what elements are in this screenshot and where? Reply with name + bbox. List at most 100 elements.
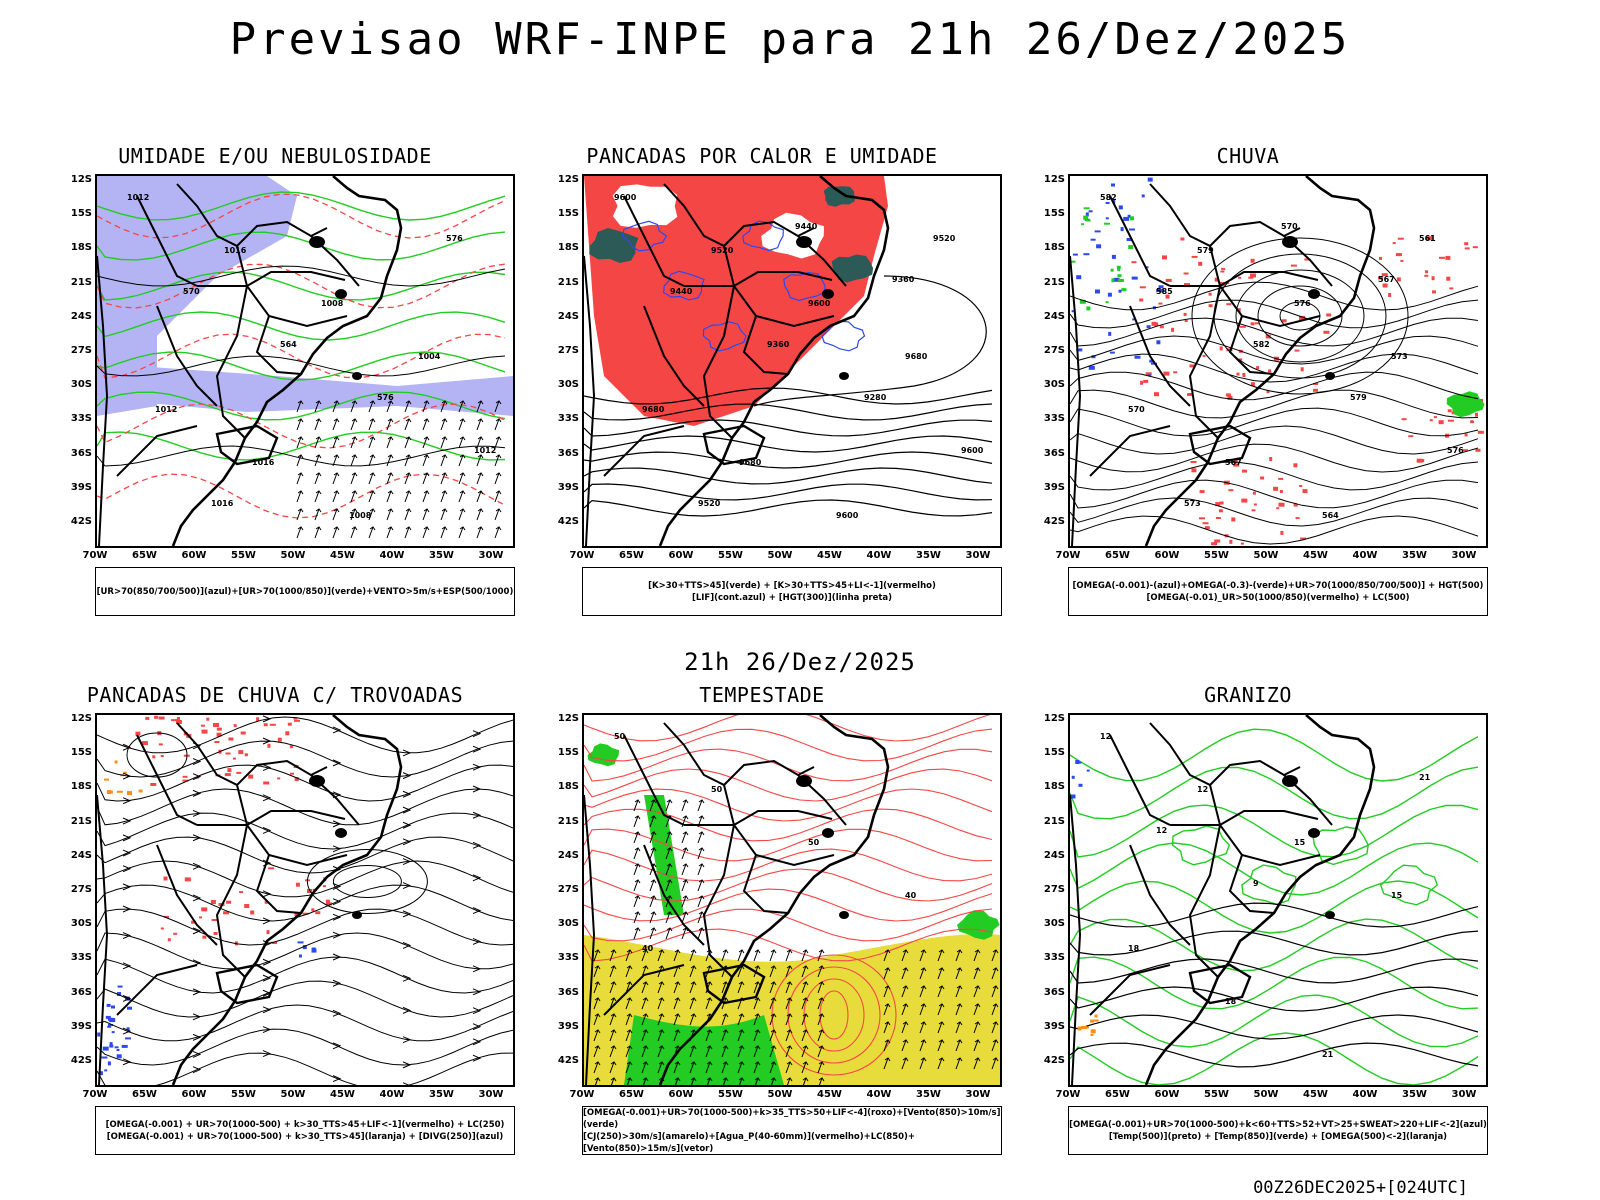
precip-speck bbox=[1158, 302, 1163, 305]
precip-speck bbox=[1104, 222, 1110, 225]
wind-vector bbox=[681, 911, 689, 924]
precip-speck bbox=[1313, 388, 1318, 392]
panel-title: UMIDADE E/OU NEBULOSIDADE bbox=[118, 144, 432, 168]
precip-speck bbox=[101, 1056, 108, 1059]
streamline bbox=[97, 788, 513, 826]
wind-vector bbox=[609, 981, 617, 994]
wind-vector bbox=[494, 418, 502, 431]
contour-label: 9440 bbox=[670, 287, 693, 296]
precip-speck bbox=[1229, 539, 1233, 544]
lon-tick-label: 30W bbox=[478, 550, 504, 561]
wind-vector bbox=[955, 1039, 963, 1052]
precip-speck bbox=[1379, 256, 1382, 260]
precip-speck bbox=[1154, 322, 1159, 327]
contour-line bbox=[1070, 902, 1479, 928]
lat-tick-label: 36S bbox=[1043, 986, 1065, 998]
wind-vector bbox=[633, 895, 641, 908]
wind-vector bbox=[937, 1003, 945, 1016]
wind-vector bbox=[368, 490, 376, 503]
contour-label: 9520 bbox=[698, 499, 721, 508]
streamline bbox=[97, 980, 513, 1018]
wind-vector bbox=[386, 454, 394, 467]
wind-vector bbox=[458, 454, 466, 467]
precip-speck bbox=[1248, 276, 1254, 279]
flow-arrow bbox=[402, 790, 412, 798]
contour-label: 564 bbox=[280, 340, 297, 349]
precip-speck bbox=[1183, 312, 1187, 316]
lat-tick-label: 33S bbox=[557, 413, 579, 425]
precip-speck bbox=[1278, 502, 1285, 507]
contour-line bbox=[1070, 353, 1479, 383]
wind-vector bbox=[314, 472, 322, 485]
contour-line bbox=[97, 445, 506, 467]
lat-tick-label: 36S bbox=[557, 447, 579, 459]
precip-speck bbox=[1392, 242, 1396, 245]
precip-speck bbox=[1294, 349, 1300, 352]
flow-arrow bbox=[192, 894, 202, 902]
streamline bbox=[97, 1052, 513, 1085]
panel-legend: [UR>70(850/700/500)](azul)+[UR>70(1000/8… bbox=[95, 567, 515, 616]
state-border bbox=[1129, 305, 1191, 407]
precip-speck bbox=[1214, 539, 1221, 543]
wind-vector bbox=[593, 965, 601, 978]
flow-arrow bbox=[402, 1082, 410, 1085]
precip-speck bbox=[1094, 1014, 1098, 1018]
panel-title: PANCADAS POR CALOR E UMIDADE bbox=[586, 144, 938, 168]
state-border bbox=[236, 759, 328, 786]
lat-tick-label: 42S bbox=[70, 516, 92, 527]
wind-vector bbox=[458, 418, 466, 431]
precip-speck bbox=[182, 775, 188, 778]
wind-vector bbox=[332, 526, 340, 539]
precip-speck bbox=[1464, 247, 1470, 250]
lat-tick-label: 42S bbox=[557, 516, 579, 527]
precip-speck bbox=[1431, 276, 1435, 281]
wind-vector bbox=[350, 436, 358, 449]
wind-vector bbox=[314, 400, 322, 413]
map-panel-umidade: UMIDADE E/OU NEBULOSIDADE 1012 1016 1008 100… bbox=[40, 144, 515, 616]
streamline bbox=[97, 908, 513, 946]
state-border bbox=[197, 810, 346, 826]
lat-tick-label: 21S bbox=[557, 815, 579, 827]
precip-speck bbox=[1470, 420, 1474, 424]
precip-speck bbox=[1143, 379, 1149, 383]
flow-arrow bbox=[332, 913, 342, 921]
legend-line: [OMEGA(-0.001)-(azul)+OMEGA(-0.3)-(verde… bbox=[1072, 580, 1484, 591]
wind-vector bbox=[883, 1003, 891, 1016]
precip-speck bbox=[1242, 469, 1247, 473]
precip-speck bbox=[1438, 420, 1444, 425]
lon-tick-label: 55W bbox=[1204, 1089, 1229, 1100]
flow-arrow bbox=[472, 1038, 482, 1046]
flow-arrow bbox=[122, 962, 132, 970]
precip-speck bbox=[202, 935, 207, 939]
state-border bbox=[1188, 824, 1221, 978]
contour-label: 15 bbox=[1294, 838, 1306, 847]
contour-line bbox=[97, 403, 506, 449]
wind-vector bbox=[973, 985, 981, 998]
precip-speck bbox=[1293, 502, 1297, 506]
contour-line bbox=[1070, 842, 1479, 896]
flow-arrow bbox=[472, 841, 482, 849]
contour-label: 12 bbox=[1156, 826, 1167, 835]
wind-vector bbox=[422, 508, 430, 521]
flow-arrow bbox=[472, 1023, 482, 1031]
wind-vector bbox=[422, 454, 430, 467]
wind-vector bbox=[817, 949, 825, 962]
panel-legend: [OMEGA(-0.001)+UR>70(1000-500)+k>35_TTS>… bbox=[582, 1106, 1002, 1155]
contour-label: 9520 bbox=[711, 246, 734, 255]
wind-vector bbox=[674, 1077, 681, 1085]
precip-speck bbox=[1109, 351, 1115, 354]
wind-vector bbox=[296, 526, 304, 539]
flow-arrow bbox=[262, 764, 272, 771]
precip-speck bbox=[1228, 489, 1234, 492]
precip-speck bbox=[1255, 322, 1259, 325]
lon-tick-label: 35W bbox=[916, 550, 941, 561]
precip-speck bbox=[199, 916, 202, 919]
wind-vector bbox=[991, 985, 999, 998]
convection-shade-dark bbox=[823, 186, 855, 207]
precip-speck bbox=[264, 900, 268, 904]
wind-vector bbox=[625, 1061, 633, 1074]
contour-line bbox=[1070, 986, 1479, 1012]
contour-label: 9360 bbox=[767, 340, 790, 349]
panel-legend: [OMEGA(-0.001)+UR>70(1000-500)+k<60+TTS>… bbox=[1068, 1106, 1488, 1155]
state-border bbox=[603, 425, 685, 477]
